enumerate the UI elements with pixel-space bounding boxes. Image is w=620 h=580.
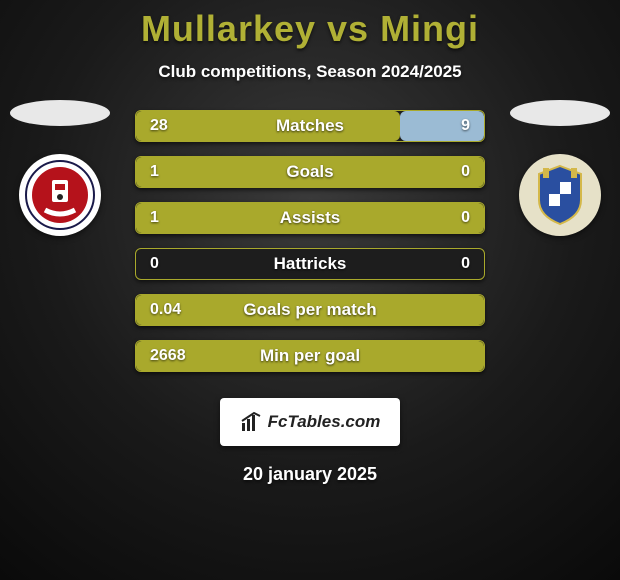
- stat-label: Assists: [280, 208, 340, 228]
- brand-label: FcTables.com: [268, 412, 381, 432]
- crawley-badge-icon: [25, 160, 95, 230]
- avatar-placeholder-right: [510, 100, 610, 126]
- stat-row: 1 Goals 0: [135, 156, 485, 188]
- date-label: 20 january 2025: [0, 464, 620, 485]
- avatar-placeholder-left: [10, 100, 110, 126]
- stat-row: 1 Assists 0: [135, 202, 485, 234]
- stat-label: Hattricks: [274, 254, 347, 274]
- stat-value-left: 1: [150, 209, 159, 227]
- stat-value-left: 2668: [150, 347, 186, 365]
- stat-row: 28 Matches 9: [135, 110, 485, 142]
- stockport-badge-icon: [525, 160, 595, 230]
- comparison-card: Mullarkey vs Mingi Club competitions, Se…: [0, 0, 620, 580]
- player-left: [0, 100, 120, 236]
- stat-label: Goals: [286, 162, 333, 182]
- club-badge-left: [19, 154, 101, 236]
- stat-value-left: 0: [150, 255, 159, 273]
- subtitle: Club competitions, Season 2024/2025: [0, 62, 620, 82]
- stat-label: Goals per match: [243, 300, 376, 320]
- stat-value-left: 0.04: [150, 301, 181, 319]
- brand-chart-icon: [240, 411, 262, 433]
- club-badge-right: [519, 154, 601, 236]
- stat-value-left: 1: [150, 163, 159, 181]
- stat-fill-right: [400, 111, 484, 141]
- stat-row: 0.04 Goals per match: [135, 294, 485, 326]
- player-right: [500, 100, 620, 236]
- stat-value-right: 0: [461, 209, 470, 227]
- comparison-body: 28 Matches 9 1 Goals 0 1 Assists 0 0 Hattricks 0 0.0…: [0, 110, 620, 380]
- stat-value-left: 28: [150, 117, 168, 135]
- stats-list: 28 Matches 9 1 Goals 0 1 Assists 0 0 Hattricks 0 0.0…: [135, 110, 485, 372]
- stat-value-right: 9: [461, 117, 470, 135]
- stat-fill-left: [136, 111, 400, 141]
- stat-value-right: 0: [461, 163, 470, 181]
- stat-value-right: 0: [461, 255, 470, 273]
- brand-box[interactable]: FcTables.com: [220, 398, 400, 446]
- stat-label: Matches: [276, 116, 344, 136]
- page-title: Mullarkey vs Mingi: [0, 0, 620, 50]
- stat-row: 0 Hattricks 0: [135, 248, 485, 280]
- stat-row: 2668 Min per goal: [135, 340, 485, 372]
- stat-label: Min per goal: [260, 346, 360, 366]
